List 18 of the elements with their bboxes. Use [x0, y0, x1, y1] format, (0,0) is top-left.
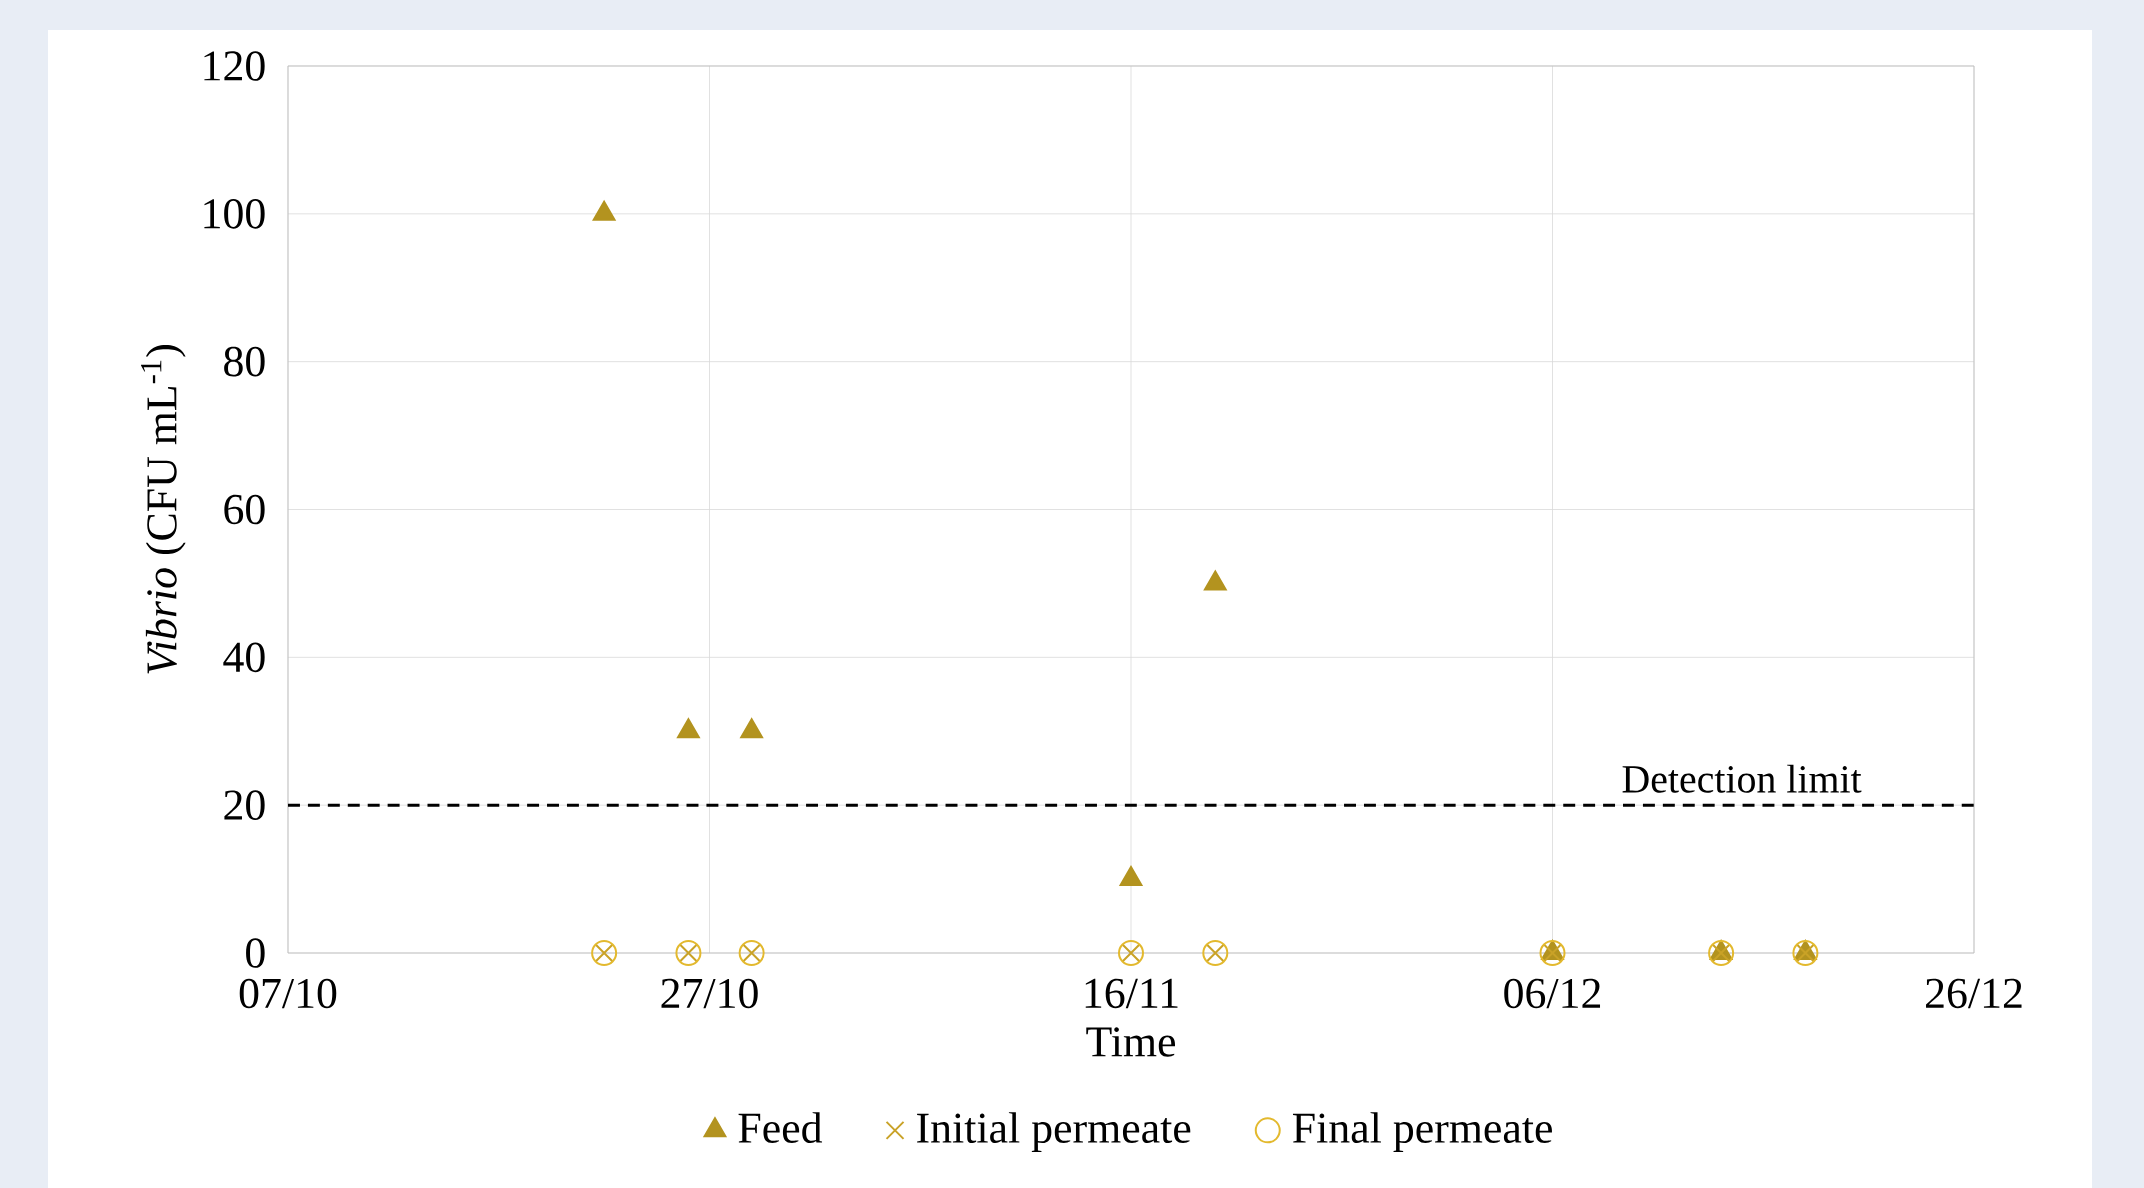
- y-tick-label: 40: [223, 642, 265, 673]
- x-tick-label: 16/11: [1085, 978, 1178, 1009]
- legend-label: Feed: [738, 1112, 823, 1144]
- y-tick-label: 20: [224, 790, 265, 820]
- x-tick-label: 06/12: [1504, 978, 1601, 1009]
- x-tick-label: 26/12: [1926, 978, 2022, 1009]
- y-axis-title: Vibrio (CFU mL$^{-1}$): [141, 345, 186, 674]
- y-tick-label: 80: [224, 346, 265, 377]
- y-tick-label: 120: [204, 51, 265, 81]
- legend-label: Initial permeate: [917, 1112, 1191, 1152]
- x-axis-title: Time: [1086, 1027, 1175, 1057]
- y-tick-label: 60: [224, 494, 265, 525]
- y-tick-label: 100: [204, 199, 265, 229]
- y-tick-label: 0: [246, 938, 265, 968]
- x-tick-label: 07/10: [239, 978, 337, 1009]
- legend-label: Final permeate: [1292, 1112, 1552, 1152]
- x-tick-label: 27/10: [661, 978, 758, 1009]
- ref-line-label: Detection limit: [1622, 764, 1862, 793]
